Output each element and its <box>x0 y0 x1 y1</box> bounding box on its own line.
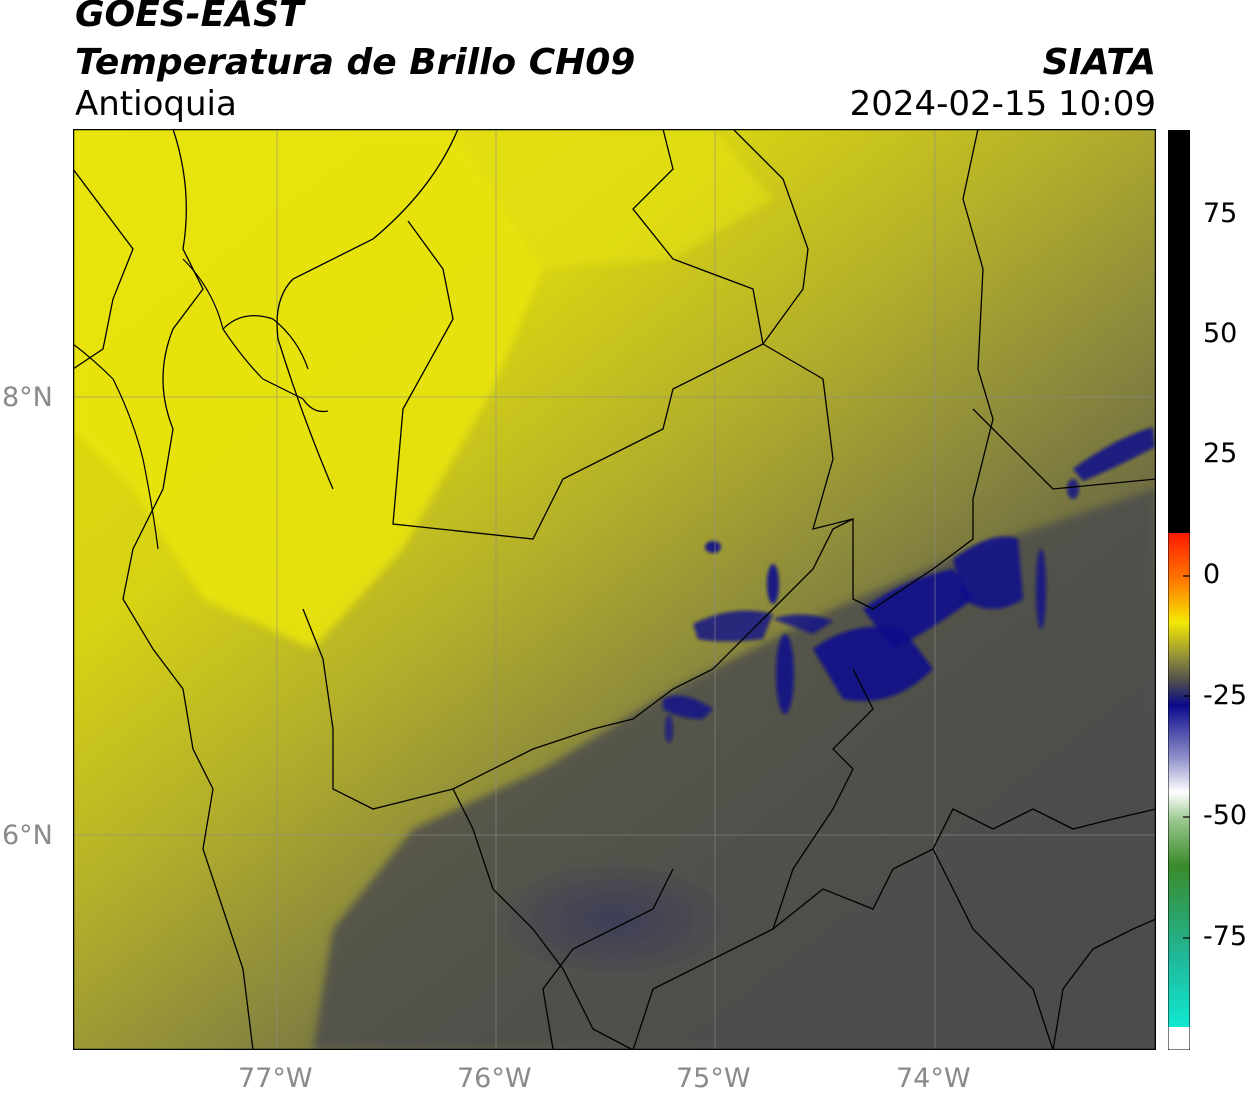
colorbar-tick-75: 75 <box>1203 198 1238 229</box>
satellite-title: GOES-EAST <box>75 0 304 35</box>
coastline <box>73 258 329 550</box>
lon-label-77w: 77°W <box>238 1063 313 1094</box>
colorbar-tick-minus75: -75 <box>1203 921 1248 952</box>
brightness-temperature-map[interactable] <box>73 129 1156 1050</box>
region-label: Antioquia <box>75 84 237 124</box>
lon-label-74w: 74°W <box>896 1063 971 1094</box>
colorbar-ticks <box>1183 214 1190 939</box>
map-frame <box>73 129 1156 1050</box>
lon-label-75w: 75°W <box>676 1063 751 1094</box>
lat-label-6n: 6°N <box>2 820 53 851</box>
colorbar-tick-50: 50 <box>1203 318 1238 349</box>
warm-cloud-free-area <box>73 129 773 649</box>
agency-label: SIATA <box>1042 42 1156 83</box>
product-title: Temperatura de Brillo CH09 <box>75 42 636 83</box>
convective-cells <box>663 427 1155 743</box>
admin-boundaries <box>73 129 1156 1050</box>
cold-cloud-area <box>313 489 1156 1050</box>
colorbar-tick-minus25: -25 <box>1203 680 1248 711</box>
colorbar-fill <box>1168 130 1190 1050</box>
lat-label-8n: 8°N <box>2 382 53 413</box>
temperature-colorbar <box>1168 130 1190 1050</box>
timestamp-label: 2024-02-15 10:09 <box>849 84 1156 124</box>
colorbar-tick-0: 0 <box>1203 559 1221 590</box>
lon-label-76w: 76°W <box>457 1063 532 1094</box>
graticule <box>73 129 1156 1050</box>
colorbar-tick-minus50: -50 <box>1203 800 1248 831</box>
colorbar-tick-25: 25 <box>1203 438 1238 469</box>
